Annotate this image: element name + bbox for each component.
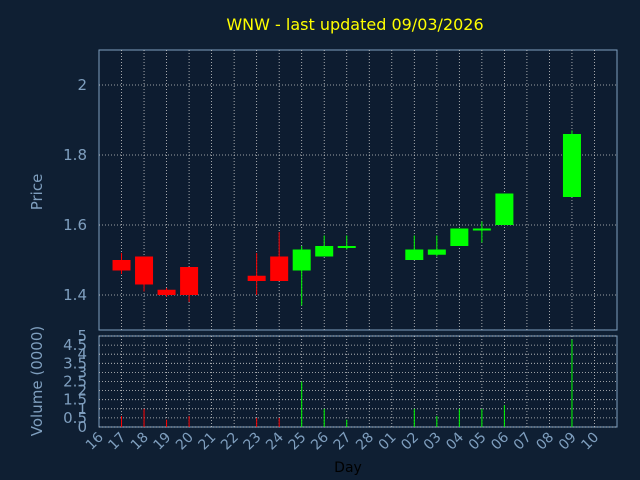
x-tick-label: 08 xyxy=(533,430,557,454)
volume-axis-label: Volume (0000) xyxy=(28,326,46,436)
x-tick-label: 19 xyxy=(150,430,174,454)
x-tick-label: 06 xyxy=(488,429,512,453)
x-tick-label: 22 xyxy=(218,430,242,454)
candle-body xyxy=(405,249,424,260)
candle-body xyxy=(270,256,289,281)
x-tick-label: 18 xyxy=(128,430,152,454)
volume-tick-label: 3 xyxy=(77,363,87,381)
x-tick-label: 26 xyxy=(308,429,332,453)
x-tick-label: 24 xyxy=(263,429,287,453)
candle-body xyxy=(315,246,334,257)
volume-tick-label: 2.5 xyxy=(63,373,87,391)
volume-tick-label: 2 xyxy=(77,382,87,400)
candle-body xyxy=(495,193,514,225)
candle-body xyxy=(562,134,581,197)
x-tick-label: 01 xyxy=(376,430,400,454)
x-axis: 1617181920212223242526272801020304050607… xyxy=(83,429,602,453)
candle-body xyxy=(450,228,469,246)
price-tick-label: 1.8 xyxy=(63,146,87,164)
volume-tick-label: 0 xyxy=(77,418,87,436)
price-plot: 1.4 1.6 1.8 2 xyxy=(63,49,618,331)
x-tick-label: 28 xyxy=(353,430,377,454)
x-tick-label: 21 xyxy=(196,430,220,454)
x-tick-label: 27 xyxy=(331,430,355,454)
candle-body xyxy=(157,289,176,295)
candle-body xyxy=(247,275,266,281)
x-tick-label: 02 xyxy=(398,430,422,454)
candle-body xyxy=(427,249,446,255)
price-plot-area xyxy=(98,49,618,331)
x-tick-label: 07 xyxy=(511,430,535,454)
volume-tick-label: 1 xyxy=(77,400,87,418)
x-tick-label: 23 xyxy=(241,430,265,454)
candle-body xyxy=(337,246,356,248)
candle-body xyxy=(292,249,311,271)
candle-body xyxy=(472,228,491,231)
chart-title: WNW - last updated 09/03/2026 xyxy=(226,15,483,34)
volume-tick-label: 4 xyxy=(77,345,87,363)
candle-body xyxy=(112,260,131,271)
day-axis-label: Day xyxy=(334,460,362,476)
volume-tick-label: 5 xyxy=(77,327,87,345)
candle-body xyxy=(180,267,199,295)
volume-tick-label: 1.5 xyxy=(63,391,87,409)
x-tick-label: 09 xyxy=(556,430,580,454)
price-tick-label: 1.6 xyxy=(63,216,87,234)
price-axis-label: Price xyxy=(28,174,46,211)
x-tick-label: 05 xyxy=(466,430,490,454)
candle-body xyxy=(135,256,154,285)
volume-plot: 00.511.522.533.544.55 xyxy=(63,327,618,436)
x-tick-label: 25 xyxy=(286,430,310,454)
x-tick-label: 20 xyxy=(173,430,197,454)
price-tick-label: 2 xyxy=(77,76,87,94)
x-tick-label: 03 xyxy=(421,430,445,454)
volume-tick-label: 3.5 xyxy=(63,354,87,372)
volume-tick-label: 4.5 xyxy=(63,336,87,354)
volume-tick-label: 0.5 xyxy=(63,409,87,427)
x-tick-label: 17 xyxy=(105,430,129,454)
x-tick-label: 04 xyxy=(443,429,467,453)
price-tick-label: 1.4 xyxy=(63,286,87,304)
x-tick-label: 10 xyxy=(578,430,602,454)
